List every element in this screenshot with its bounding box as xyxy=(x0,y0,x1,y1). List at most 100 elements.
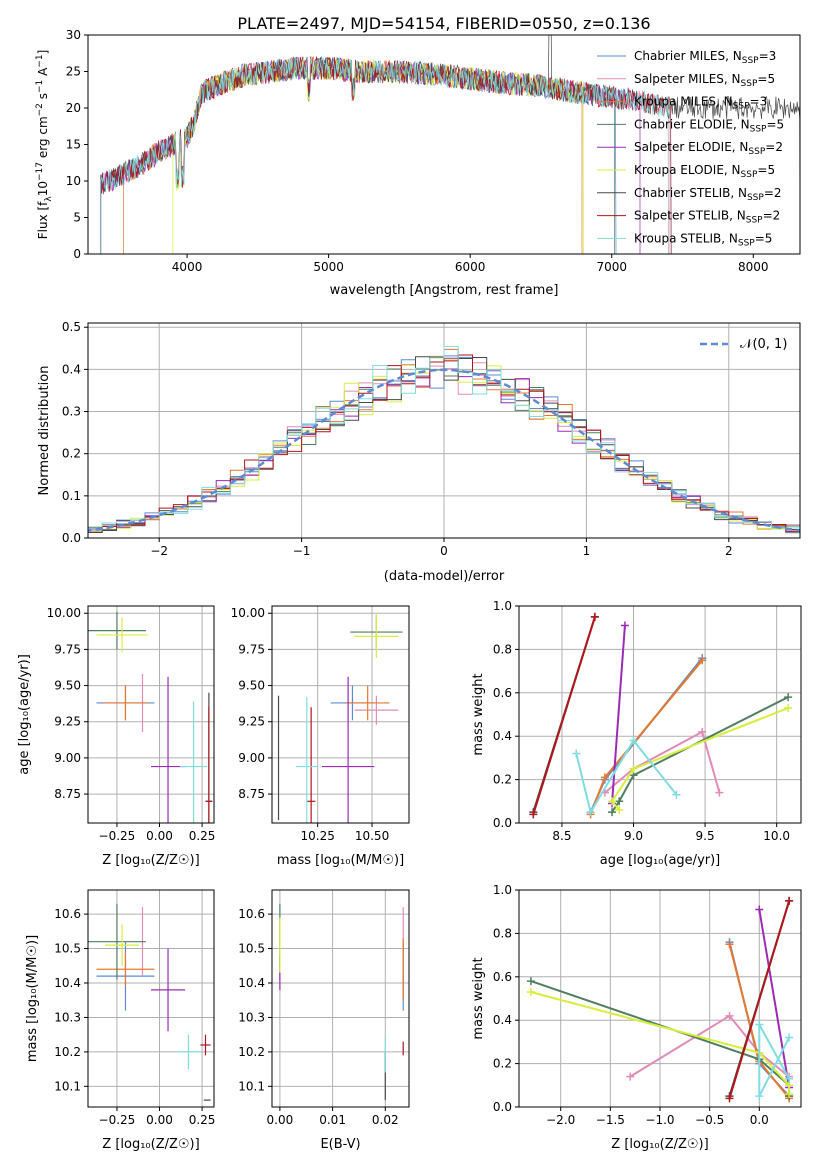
legend: Chabrier MILES, NSSP=3 Salpeter MILES, NS… xyxy=(597,49,784,248)
y-tick-label: 1.0 xyxy=(493,599,512,613)
panel-mass_weight_vs_age: 8.5 9.0 9.5 10.0 0.0 0.2 0.4 0.6 0.8 1.0 age [log₁… xyxy=(471,599,802,868)
x-tick-label: −2.0 xyxy=(546,1113,575,1127)
y-tick-label: 0.8 xyxy=(493,642,512,656)
plot-area xyxy=(529,612,793,819)
plot-area xyxy=(88,903,211,1101)
y-tick-label: 10.4 xyxy=(54,976,81,990)
y-axis-label: mass weight xyxy=(471,957,486,1039)
plus-marker xyxy=(755,1092,764,1101)
x-tick-label: −0.25 xyxy=(99,1113,136,1127)
axes-frame xyxy=(87,605,215,824)
y-tick-label: 10.1 xyxy=(238,1079,265,1093)
legend-entry: Kroupa STELIB, NSSP=5 xyxy=(634,231,772,248)
plus-marker xyxy=(785,1089,794,1098)
x-tick-label: 2 xyxy=(725,544,733,558)
y-tick-label: 0.2 xyxy=(493,773,512,787)
x-tick-label: −1.0 xyxy=(645,1113,674,1127)
y-axis-label: Flux [fλ10−17 erg cm−2 s−1 A−1] xyxy=(35,50,54,240)
x-tick-label: 10.0 xyxy=(763,829,790,843)
figure-title: PLATE=2497, MJD=54154, FIBERID=0550, z=0… xyxy=(237,14,650,33)
plus-marker xyxy=(586,808,595,817)
x-tick-label: 10.25 xyxy=(300,829,334,843)
y-tick-label: 10.2 xyxy=(238,1045,265,1059)
y-tick-label: 5 xyxy=(73,211,81,225)
x-axis-label: E(B-V) xyxy=(320,1137,360,1152)
plot-area xyxy=(277,614,403,823)
x-tick-label: 0.02 xyxy=(372,1113,399,1127)
y-tick-label: 0.2 xyxy=(493,1057,512,1071)
plot-area xyxy=(526,896,794,1103)
plus-marker xyxy=(725,1094,734,1103)
x-tick-label: −1.5 xyxy=(596,1113,625,1127)
y-tick-label: 0.3 xyxy=(62,405,81,419)
plus-marker xyxy=(672,790,681,799)
mass-weight-line xyxy=(610,707,789,811)
mass-weight-line xyxy=(575,738,678,815)
x-axis-label: Z [log₁₀(Z/Z☉)] xyxy=(611,1137,708,1152)
error-bar-point xyxy=(151,948,186,1032)
plus-marker xyxy=(608,797,617,806)
plus-marker xyxy=(629,736,638,745)
plus-marker xyxy=(600,773,609,782)
error-bar-point xyxy=(200,1034,211,1056)
error-bar-point xyxy=(322,676,375,823)
y-tick-label: 10.00 xyxy=(231,606,265,620)
y-tick-label: 0.6 xyxy=(493,970,512,984)
plus-marker xyxy=(784,693,793,702)
error-bar-point xyxy=(179,701,208,823)
x-tick-label: 0.00 xyxy=(146,829,173,843)
x-axis-label: Z [log₁₀(Z/Z☉)] xyxy=(102,853,199,868)
y-tick-label: 9.25 xyxy=(238,715,265,729)
x-tick-label: 0 xyxy=(440,544,448,558)
histogram-step xyxy=(88,345,800,536)
panel-age_vs_Z: −0.25 0.00 0.25 8.75 9.00 9.25 9.50 9.75 10.00 Z … xyxy=(17,605,215,868)
error-bar-point xyxy=(176,1034,201,1070)
panel-mass_weight_vs_Z: −2.0 −1.5 −1.0 −0.5 0.0 0.0 0.2 0.4 0.6 0.8 1.0 Z [… xyxy=(471,883,802,1152)
plus-marker xyxy=(755,905,764,914)
error-bar-point xyxy=(205,707,213,823)
plus-marker xyxy=(529,810,538,819)
error-bar-point xyxy=(295,697,318,823)
y-tick-label: 10.4 xyxy=(238,976,265,990)
legend-entry: Kroupa MILES, NSSP=3 xyxy=(634,95,767,112)
legend-entry: Salpeter MILES, NSSP=5 xyxy=(634,72,775,89)
x-axis-label: mass [log₁₀(M/M☉)] xyxy=(277,853,404,868)
plus-marker xyxy=(526,977,535,986)
y-tick-label: 10.3 xyxy=(238,1010,265,1024)
legend-entry: Chabrier ELODIE, NSSP=5 xyxy=(634,117,784,134)
mass-weight-line xyxy=(728,900,791,1099)
x-axis-label: wavelength [Angstrom, rest frame] xyxy=(330,283,559,298)
y-tick-label: 0.1 xyxy=(62,489,81,503)
error-bar-point xyxy=(96,952,155,987)
error-bar-point xyxy=(345,685,390,721)
error-bar-point xyxy=(88,903,146,980)
y-tick-label: 8.75 xyxy=(54,787,81,801)
y-axis-label: mass weight xyxy=(471,673,486,755)
x-tick-label: 0.0 xyxy=(750,1113,769,1127)
error-bar-point xyxy=(105,924,140,966)
y-tick-label: 0.0 xyxy=(493,1100,512,1114)
axes-frame xyxy=(87,34,801,255)
plus-marker xyxy=(785,1074,794,1083)
y-tick-label: 1.0 xyxy=(493,883,512,897)
spectrum-line xyxy=(100,56,672,254)
plus-marker xyxy=(615,805,624,814)
x-tick-label: 0.00 xyxy=(146,1113,173,1127)
x-tick-label: −0.25 xyxy=(99,829,136,843)
error-bar-point xyxy=(88,611,146,650)
legend-entry: Salpeter ELODIE, NSSP=2 xyxy=(634,140,783,157)
x-tick-label: −0.5 xyxy=(695,1113,724,1127)
x-tick-label: −1 xyxy=(293,544,311,558)
plus-marker xyxy=(572,749,581,758)
y-tick-label: 9.50 xyxy=(238,679,265,693)
y-tick-label: 10.1 xyxy=(54,1079,81,1093)
plus-marker xyxy=(629,764,638,773)
x-tick-label: 0.00 xyxy=(267,1113,294,1127)
y-tick-label: 25 xyxy=(66,65,81,79)
legend-entry: Chabrier MILES, NSSP=3 xyxy=(634,49,776,66)
plus-marker xyxy=(725,940,734,949)
x-axis-label: Z [log₁₀(Z/Z☉)] xyxy=(102,1137,199,1152)
axes-frame xyxy=(271,605,410,824)
x-tick-label: 9.0 xyxy=(624,829,643,843)
